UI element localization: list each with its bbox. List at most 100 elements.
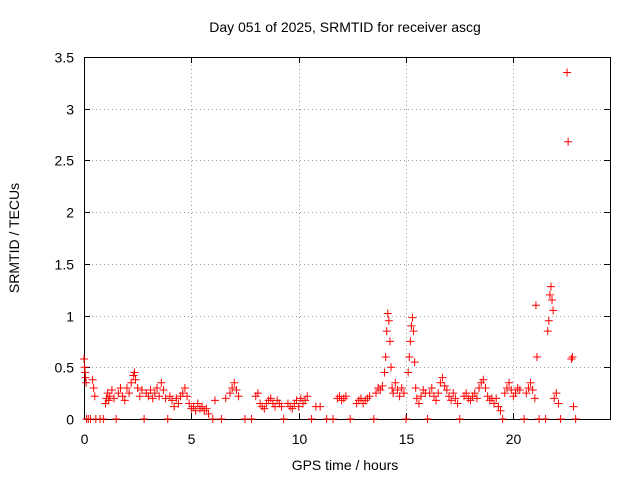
data-point: [552, 389, 561, 398]
data-point: [130, 368, 139, 377]
data-point: [210, 396, 219, 405]
data-point: [193, 399, 202, 408]
data-point: [114, 389, 123, 398]
data-point: [472, 394, 481, 403]
data-point: [395, 392, 404, 401]
data-point: [80, 355, 88, 364]
data-point: [568, 352, 577, 361]
data-point: [187, 404, 196, 413]
data-point: [408, 313, 417, 322]
data-point: [520, 415, 529, 423]
data-point: [127, 378, 136, 387]
data-point: [417, 392, 426, 401]
x-tick-label: 0: [81, 431, 89, 447]
data-point: [316, 402, 325, 411]
data-point: [543, 327, 552, 336]
data-point: [554, 399, 563, 408]
data-point: [178, 389, 187, 398]
data-point: [260, 404, 269, 413]
data-point: [436, 378, 445, 387]
data-point: [165, 392, 174, 401]
data-point: [462, 389, 471, 398]
data-point: [125, 389, 134, 398]
data-point: [157, 378, 166, 387]
data-point: [556, 415, 565, 423]
data-point: [479, 375, 488, 384]
data-point: [382, 327, 391, 336]
data-point: [105, 392, 114, 401]
data-point: [405, 352, 414, 361]
data-point: [140, 415, 149, 423]
data-point: [466, 396, 475, 405]
data-point: [453, 399, 462, 408]
data-point: [513, 383, 522, 392]
data-point: [217, 415, 226, 423]
data-point: [409, 327, 418, 336]
data-point: [174, 399, 183, 408]
data-point: [455, 415, 464, 423]
data-point: [120, 396, 129, 405]
data-point: [380, 368, 389, 377]
data-point: [135, 392, 144, 401]
data-point: [447, 396, 456, 405]
data-point: [531, 301, 540, 310]
data-point: [131, 375, 140, 384]
x-tick-label: 20: [506, 431, 522, 447]
data-point: [438, 373, 447, 382]
data-point: [170, 402, 179, 411]
y-tick-label: 0.5: [55, 360, 75, 376]
data-point: [470, 389, 479, 398]
data-point: [490, 399, 499, 408]
data-point: [363, 394, 372, 403]
data-point: [337, 396, 346, 405]
y-axis-label: SRMTID / TECUs: [6, 183, 22, 293]
data-point: [432, 396, 441, 405]
data-point: [434, 389, 443, 398]
data-point: [533, 352, 542, 361]
data-point: [189, 402, 198, 411]
data-point: [545, 290, 554, 299]
data-point: [567, 355, 576, 364]
data-point: [90, 392, 99, 401]
data-point: [544, 316, 553, 325]
data-point: [88, 375, 97, 384]
data-point: [384, 316, 393, 325]
data-point: [563, 68, 572, 77]
data-point: [133, 383, 142, 392]
data-point: [381, 352, 390, 361]
data-point: [228, 383, 237, 392]
data-point: [137, 386, 146, 395]
data-point: [376, 386, 385, 395]
data-point: [221, 394, 230, 403]
data-point: [378, 381, 387, 390]
data-point: [526, 378, 535, 387]
data-point: [427, 383, 436, 392]
data-point: [102, 394, 111, 403]
data-point: [502, 383, 511, 392]
data-point: [264, 396, 273, 405]
data-point: [163, 415, 172, 423]
data-point: [365, 392, 374, 401]
data-point: [571, 415, 580, 423]
data-point: [449, 389, 458, 398]
data-point: [406, 337, 415, 346]
data-point: [546, 282, 555, 291]
data-point: [122, 383, 131, 392]
data-point: [464, 394, 473, 403]
data-point: [159, 386, 168, 395]
data-point: [146, 386, 155, 395]
data-point: [144, 392, 153, 401]
data-point: [81, 373, 90, 382]
data-point: [107, 386, 116, 395]
data-point: [294, 402, 303, 411]
data-point: [279, 415, 288, 423]
data-point: [515, 386, 524, 395]
data-point: [429, 392, 438, 401]
data-point: [191, 406, 200, 415]
data-point: [564, 137, 573, 146]
data-point: [346, 415, 355, 423]
data-point: [202, 404, 211, 413]
data-point: [498, 415, 507, 423]
data-point: [253, 389, 262, 398]
